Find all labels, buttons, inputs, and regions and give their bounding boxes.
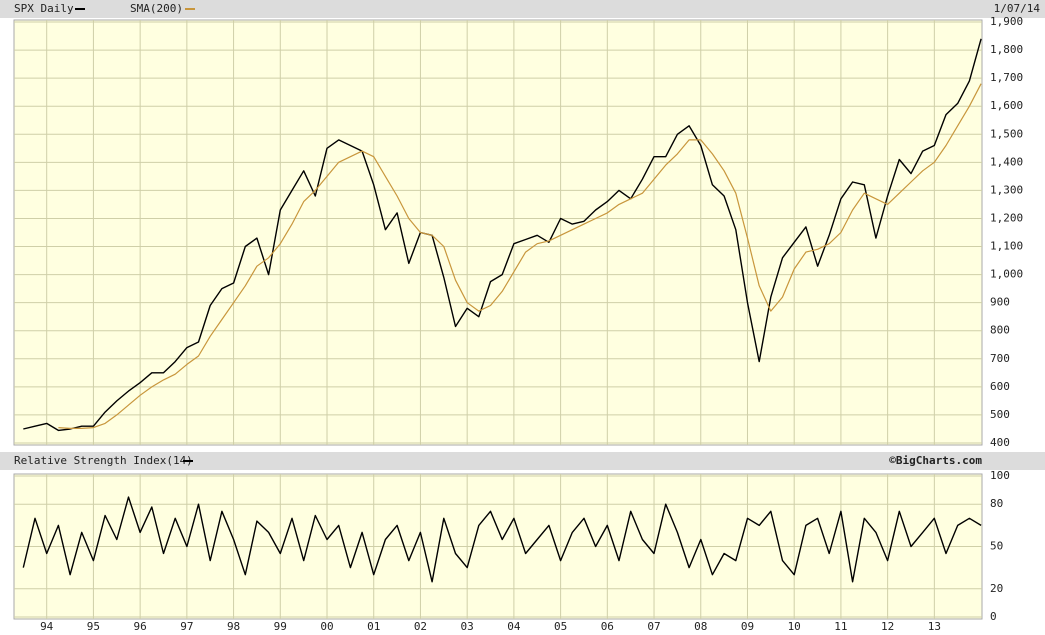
y-tick-label: 1,700 [990,71,1023,84]
x-tick-label: 07 [647,620,660,633]
series-line [58,83,982,429]
x-tick-label: 95 [87,620,100,633]
x-tick-label: 97 [180,620,193,633]
x-tick-label: 10 [788,620,801,633]
legend-swatch [183,460,193,462]
price-plot-area [13,19,983,446]
y-tick-label: 1,500 [990,127,1023,140]
x-tick-label: 05 [554,620,567,633]
rsi-header-bar [0,452,1045,470]
x-tick-label: 94 [40,620,54,633]
y-tick-label: 100 [990,469,1010,482]
legend-label: Relative Strength Index(14) [14,454,193,467]
y-tick-label: 80 [990,497,1003,510]
x-tick-label: 99 [274,620,287,633]
credit: ©BigCharts.com [889,454,982,467]
y-tick-label: 400 [990,436,1010,449]
y-tick-label: 1,400 [990,155,1023,168]
series-line [23,38,982,432]
x-tick-label: 11 [834,620,847,633]
y-tick-label: 1,600 [990,99,1023,112]
legend-swatch [185,8,195,10]
x-tick-label: 04 [507,620,521,633]
x-tick-label: 12 [881,620,894,633]
y-tick-label: 1,200 [990,211,1023,224]
x-tick-label: 09 [741,620,754,633]
y-tick-label: 900 [990,296,1010,309]
x-tick-label: 03 [461,620,474,633]
y-tick-label: 1,800 [990,43,1023,56]
y-tick-label: 500 [990,408,1010,421]
x-tick-label: 13 [928,620,941,633]
y-tick-label: 1,000 [990,268,1023,281]
x-tick-label: 08 [694,620,707,633]
x-tick-label: 98 [227,620,240,633]
price-header-bar [0,0,1045,18]
y-tick-label: 0 [990,610,997,623]
y-tick-label: 1,300 [990,183,1023,196]
x-tick-label: 02 [414,620,427,633]
y-tick-label: 1,900 [990,15,1023,28]
chart-date: 1/07/14 [994,2,1041,15]
y-tick-label: 800 [990,324,1010,337]
y-tick-label: 700 [990,352,1010,365]
legend-label: SPX Daily [14,2,74,15]
x-tick-label: 96 [134,620,147,633]
y-tick-label: 20 [990,582,1003,595]
series-line [22,496,982,583]
legend-swatch [75,8,85,10]
y-tick-label: 1,100 [990,240,1023,253]
legend-label: SMA(200) [130,2,183,15]
x-tick-label: 06 [601,620,614,633]
y-tick-label: 600 [990,380,1010,393]
y-tick-label: 50 [990,540,1003,553]
x-tick-label: 01 [367,620,380,633]
x-tick-label: 00 [320,620,333,633]
